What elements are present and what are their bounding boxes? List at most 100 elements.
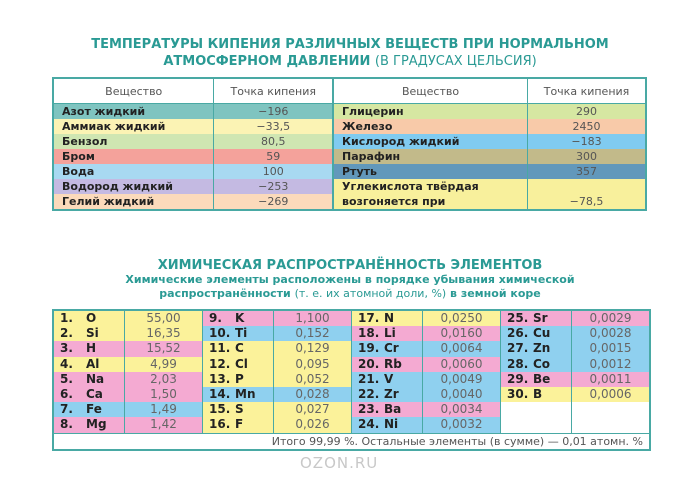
- element-symbol: Rb: [384, 356, 402, 371]
- element-row: 15. S 0,027: [203, 402, 351, 418]
- element-symbol: Si: [86, 326, 99, 341]
- element-abundance: 0,0250: [422, 311, 500, 327]
- boiling-point: −78,5: [527, 179, 646, 210]
- element-row: 18. Li 0,0160: [352, 326, 500, 342]
- element-abundance: 0,0040: [422, 386, 500, 403]
- element-row: 5. Na 2,03: [54, 371, 202, 387]
- element-abundance: 0,0060: [422, 356, 500, 372]
- element-abundance: 0,052: [273, 371, 351, 387]
- element-abundance: 1,100: [273, 311, 351, 327]
- substance-name: Гелий жидкий: [62, 195, 155, 208]
- element-row: 2. Si 16,35: [54, 326, 202, 342]
- element-abundance: 55,00: [124, 311, 202, 327]
- element-symbol: Ti: [235, 326, 248, 341]
- element-abundance: 0,095: [273, 356, 351, 372]
- element-abundance: 2,03: [124, 371, 202, 387]
- abundance-heading: ХИМИЧЕСКАЯ РАСПРОСТРАНЁННОСТЬ ЭЛЕМЕНТОВ: [157, 258, 543, 273]
- boiling-table-left: Вещество Точка кипения Азот жидкий −196 Ам…: [52, 77, 334, 211]
- empty-cell: [501, 402, 533, 417]
- element-symbol: Sr: [533, 311, 548, 325]
- elements-table: 1. O 55,00 2. Si 16,35 3. H 15,52 4. Al 4,99 5. Na 2,0…: [52, 309, 651, 451]
- element-row: 3. H 15,52: [54, 341, 202, 357]
- boiling-point: 59: [213, 149, 333, 164]
- substance-name: Вода: [62, 165, 95, 178]
- substance-name: Бром: [62, 150, 95, 163]
- boiling-point: −196: [213, 103, 333, 119]
- boiling-point: 80,5: [213, 134, 333, 149]
- element-row: 13. P 0,052: [203, 371, 351, 387]
- element-rank: 11.: [209, 341, 231, 356]
- element-symbol: P: [235, 371, 244, 386]
- element-symbol: Al: [86, 356, 100, 371]
- boiling-point: −33,5: [213, 119, 333, 134]
- element-abundance: 0,0006: [571, 386, 649, 403]
- element-row: 6. Ca 1,50: [54, 386, 202, 403]
- boiling-point: 300: [527, 149, 646, 164]
- table-row: Кислород жидкий −183: [333, 134, 646, 149]
- element-symbol: Co: [533, 356, 551, 371]
- element-rank: 6.: [60, 386, 73, 401]
- element-symbol: N: [384, 311, 395, 325]
- col-substance: Вещество: [53, 78, 214, 104]
- element-row: 25. Sr 0,0029: [501, 311, 649, 327]
- element-rank: 26.: [507, 326, 529, 341]
- element-symbol: Ca: [86, 386, 103, 401]
- elements-column: 25. Sr 0,0029 26. Cu 0,0028 27. Zn 0,0015 28. Co 0,…: [500, 311, 649, 433]
- element-row: 12. Cl 0,095: [203, 356, 351, 372]
- total-note: Итого 99,99 %. Остальные элементы (в сум…: [54, 432, 649, 449]
- element-abundance: 0,0012: [571, 356, 649, 372]
- element-row: 11. C 0,129: [203, 341, 351, 357]
- element-row: 30. B 0,0006: [501, 386, 649, 403]
- element-rank: 13.: [209, 371, 231, 386]
- element-rank: 5.: [60, 371, 73, 386]
- element-rank: 20.: [358, 356, 380, 371]
- substance-name: Аммиак жидкий: [62, 120, 166, 133]
- element-symbol: Cu: [533, 326, 551, 341]
- substance-name: Бензол: [62, 135, 108, 148]
- table-row: Ртуть 357: [333, 164, 646, 179]
- element-row: 14. Mn 0,028: [203, 386, 351, 403]
- element-abundance: 1,49: [124, 402, 202, 418]
- element-symbol: B: [533, 386, 543, 401]
- element-symbol: Li: [384, 326, 396, 341]
- table-row: Азот жидкий −196: [53, 103, 333, 119]
- element-symbol: F: [235, 417, 244, 432]
- element-rank: 22.: [358, 386, 380, 401]
- element-rank: 16.: [209, 417, 231, 432]
- element-abundance: 0,028: [273, 386, 351, 403]
- element-rank: 7.: [60, 402, 73, 417]
- element-abundance: 0,129: [273, 341, 351, 357]
- table-row: Углекислота твёрдая −78,5: [333, 179, 646, 210]
- boiling-point: −183: [527, 134, 646, 149]
- empty-cell: [501, 417, 533, 432]
- element-row: 29. Be 0,0011: [501, 371, 649, 387]
- watermark: OZON.RU: [300, 454, 379, 472]
- boiling-point: 290: [527, 103, 646, 119]
- element-row: 28. Co 0,0012: [501, 356, 649, 372]
- table-row: Железо 2450: [333, 119, 646, 134]
- element-symbol: Ba: [384, 402, 402, 417]
- element-rank: 30.: [507, 386, 529, 401]
- substance-name: Железо: [342, 120, 393, 133]
- element-row: 21. V 0,0049: [352, 371, 500, 387]
- table-row: Вода 100: [53, 164, 333, 179]
- empty-row: [501, 417, 649, 433]
- element-rank: 10.: [209, 326, 231, 341]
- element-abundance: 1,42: [124, 417, 202, 433]
- element-rank: 9.: [209, 311, 222, 325]
- element-abundance: 0,0160: [422, 326, 500, 342]
- element-symbol: Ni: [384, 417, 399, 432]
- element-rank: 3.: [60, 341, 73, 356]
- element-row: 23. Ba 0,0034: [352, 402, 500, 418]
- element-rank: 27.: [507, 341, 529, 356]
- boiling-point: 100: [213, 164, 333, 179]
- element-abundance: 0,0015: [571, 341, 649, 357]
- element-row: 7. Fe 1,49: [54, 402, 202, 418]
- element-symbol: V: [384, 371, 394, 386]
- substance-name: Углекислота твёрдая: [342, 180, 479, 193]
- element-abundance: 0,026: [273, 417, 351, 433]
- table-row: Аммиак жидкий −33,5: [53, 119, 333, 134]
- substance-name: Азот жидкий: [62, 105, 146, 118]
- empty-row: [501, 402, 649, 418]
- element-symbol: C: [235, 341, 244, 356]
